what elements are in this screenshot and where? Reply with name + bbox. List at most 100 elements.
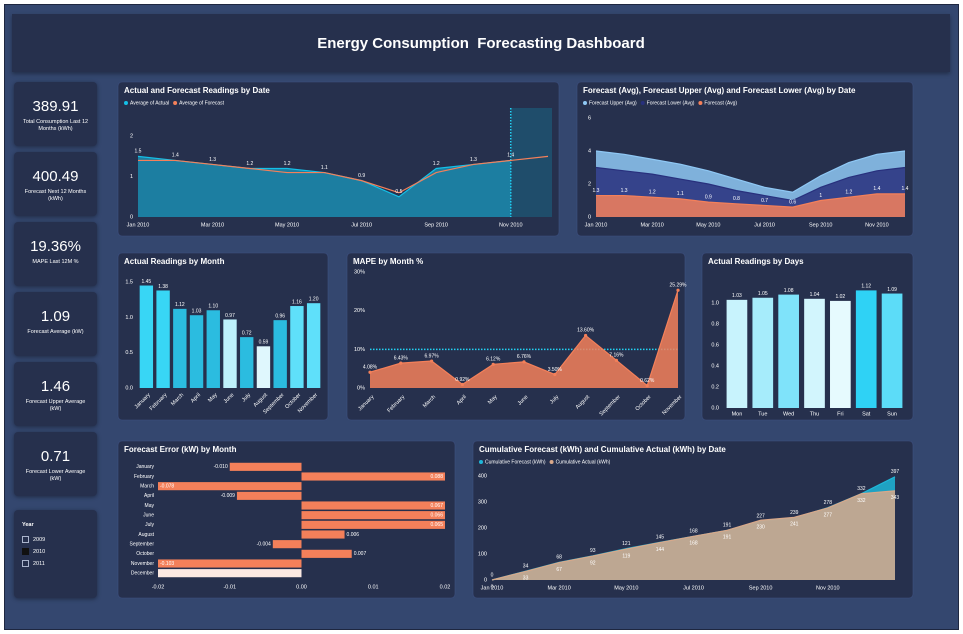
y-tick-label: 1: [130, 174, 133, 180]
data-label: 0.92%: [455, 377, 470, 383]
data-label: 0.067: [430, 503, 443, 509]
data-label: 1.08: [784, 288, 794, 294]
filter-option[interactable]: 2009: [22, 536, 45, 543]
data-label: 92: [590, 560, 596, 566]
legend-label: Forecast (Avg): [704, 100, 737, 106]
kpi-label: Forecast Average (kW): [27, 329, 84, 335]
y-tick-label: 200: [478, 525, 487, 531]
bar: [273, 320, 287, 388]
chart-title: Forecast Error (kW) by Month: [124, 445, 237, 454]
data-label: 0.5: [395, 189, 402, 195]
data-label: 0.96: [275, 313, 285, 319]
bar: [752, 297, 774, 408]
data-label: 121: [622, 541, 631, 547]
x-tick-label: Thu: [810, 411, 819, 417]
y-tick-label: 0: [484, 577, 487, 583]
data-label: 13.60%: [577, 328, 595, 334]
bar: [173, 308, 187, 388]
filter-option[interactable]: 2010: [22, 548, 45, 555]
data-label: 0.9: [358, 173, 365, 179]
legend-marker: [173, 101, 178, 105]
data-label: -0.103: [160, 561, 174, 567]
bar: [301, 549, 352, 558]
legend-label: Average of Forecast: [179, 100, 225, 106]
data-label: 0.6: [789, 199, 796, 205]
data-label: 1.1: [677, 191, 684, 197]
x-tick-label: Sep 2010: [809, 222, 833, 228]
kpi-value: 19.36%: [30, 238, 81, 255]
legend-marker: [698, 101, 703, 105]
data-label: 119: [622, 553, 630, 559]
data-label: 6.43%: [394, 355, 409, 361]
x-tick-label: -0.02: [152, 584, 165, 590]
checkbox[interactable]: [22, 536, 29, 543]
chart-title: Actual Readings by Month: [124, 257, 225, 266]
y-tick-label: 100: [478, 551, 487, 557]
y-tick-label: August: [138, 532, 154, 538]
chart-title: Cumulative Forecast (kWh) and Cumulative…: [479, 445, 726, 454]
bar: [158, 559, 302, 568]
x-tick-label: Nov 2010: [499, 222, 523, 228]
y-tick-label: May: [145, 503, 155, 509]
y-tick-label: 2: [130, 134, 133, 140]
x-tick-label: 0.00: [296, 584, 307, 590]
data-label: 1.02: [835, 294, 845, 300]
x-tick-label: May: [207, 392, 219, 404]
data-label: 1.4: [507, 153, 514, 159]
data-label: 239: [790, 510, 799, 516]
chart-title: Forecast (Avg), Forecast Upper (Avg) and…: [583, 86, 856, 95]
data-label: 1.16: [292, 299, 302, 305]
data-label: 1.3: [470, 157, 477, 163]
y-tick-label: June: [143, 512, 154, 518]
point: [460, 382, 464, 387]
data-label: 1.03: [732, 293, 742, 299]
kpi-card: 400.49 Forecast Next 12 Months (kWh): [14, 152, 97, 216]
x-tick-label: Nov 2010: [816, 585, 840, 591]
y-tick-label: 2: [588, 181, 591, 187]
chart-title: MAPE by Month %: [353, 257, 423, 266]
series-line: [138, 155, 549, 194]
x-tick-label: Mar 2010: [641, 222, 664, 228]
kpi-value: 1.09: [40, 308, 71, 325]
data-label: 7.16%: [609, 353, 624, 359]
x-tick-label: Mar 2010: [548, 585, 571, 591]
y-tick-label: December: [131, 570, 154, 576]
x-tick-label: Jul 2010: [351, 222, 372, 228]
checkbox[interactable]: [22, 548, 29, 555]
data-label: 0.59: [259, 340, 269, 346]
data-label: 1.03: [192, 309, 202, 315]
y-tick-label: February: [134, 474, 155, 480]
data-label: 1.2: [246, 161, 253, 167]
year-filter: Year 2009 2010 2011: [14, 510, 97, 598]
y-tick-label: 0.4: [711, 363, 719, 369]
x-tick-label: Jan 2010: [127, 222, 150, 228]
option-label: 2009: [33, 536, 46, 543]
kpi-card: 1.46 Forecast Upper Average (kW): [14, 362, 97, 426]
bar: [272, 540, 302, 549]
x-tick-label: Sat: [862, 411, 871, 417]
data-label: 1.2: [433, 161, 440, 167]
filter-option[interactable]: 2011: [22, 560, 45, 567]
data-label: -0.010: [214, 464, 228, 470]
x-tick-label: May 2010: [275, 222, 299, 228]
bar: [301, 501, 445, 510]
data-label: 343: [891, 495, 900, 501]
y-tick-label: 6: [588, 115, 591, 121]
kpi-value: 1.46: [40, 378, 71, 395]
y-tick-label: 1.5: [125, 279, 133, 285]
chart-title: Actual and Forecast Readings by Date: [124, 86, 270, 95]
data-label: 1.3: [209, 157, 216, 163]
chart-title: Actual Readings by Days: [708, 257, 804, 266]
checkbox[interactable]: [22, 560, 29, 567]
data-label: 1.04: [810, 292, 820, 298]
data-label: 1.12: [861, 284, 871, 290]
legend-label: Average of Actual: [130, 100, 169, 106]
legend-label: Forecast Lower (Avg): [647, 100, 695, 106]
panel: [346, 252, 686, 421]
bar: [229, 462, 302, 471]
y-tick-label: 0: [130, 214, 133, 220]
data-label: 6.76%: [517, 354, 532, 360]
y-tick-label: 1.0: [125, 315, 133, 321]
point: [491, 362, 495, 366]
